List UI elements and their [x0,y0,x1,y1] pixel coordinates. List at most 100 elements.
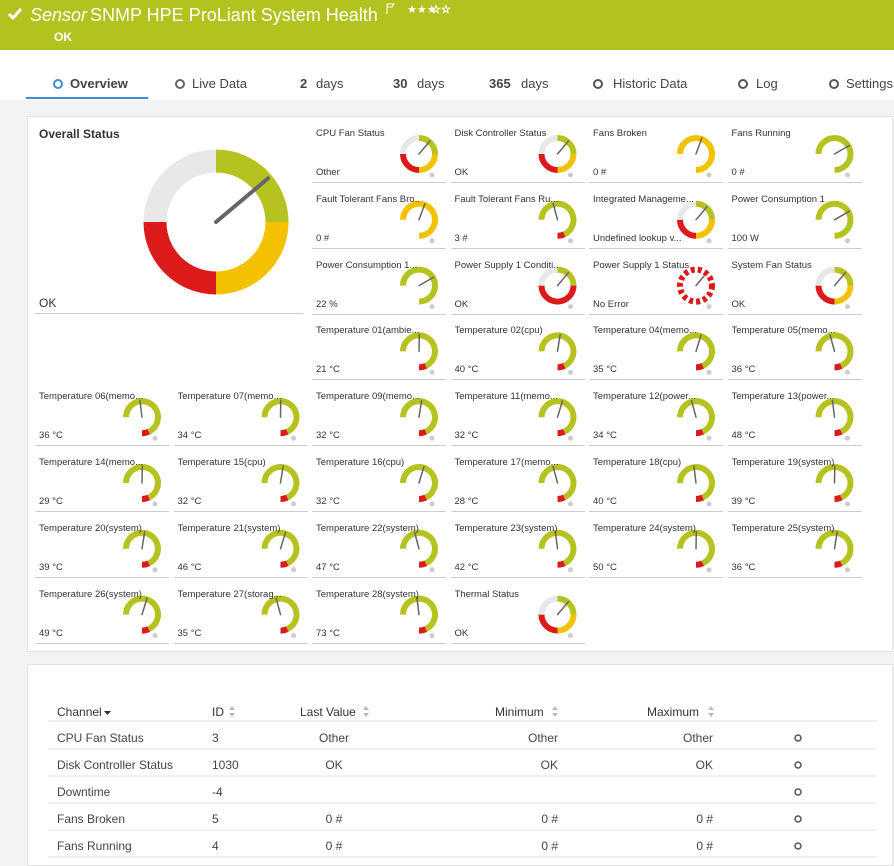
gauge-value: 32 °C [455,430,479,441]
table-header[interactable]: Minimum [495,705,544,719]
gauge-value: Other [316,167,340,178]
gauge-value: 39 °C [732,496,756,507]
gauge-arc [142,498,149,499]
table-cell: 4 [212,839,219,853]
gauge-settings-icon [707,304,712,309]
tab-label[interactable]: Overview [70,76,128,91]
gauge-settings-icon [707,436,712,441]
table-cell: Other [284,731,384,745]
gauge-label: CPU Fan Status [316,128,385,139]
gauge-divider [728,379,862,380]
gauge-label: Temperature 06(memo... [39,391,143,402]
gauge-arc [558,498,565,499]
gauge-settings-icon [568,567,573,572]
gauge-settings-icon [568,633,573,638]
gauge-arc [558,286,574,302]
table-header[interactable]: Maximum [647,705,699,719]
gauge-settings-icon [291,436,296,441]
gauge-arc [696,432,703,433]
gauge-divider [451,511,585,512]
gauge-value: Undefined lookup v... [593,233,682,244]
gauge-settings-icon [707,370,712,375]
gauge-needle [558,602,569,615]
tab-label[interactable]: Log [756,76,778,91]
gauge-divider [589,379,723,380]
gauge-label: Power Supply 1 Conditi... [455,260,559,271]
gauge-settings-icon [707,567,712,572]
gauge-arc [281,563,288,564]
gauge-needle [696,207,707,220]
gauge-label: Temperature 19(system) [732,457,835,468]
gauge-value: 49 °C [39,628,63,639]
table-header[interactable]: Channel [57,705,102,719]
gauge-label: Temperature 12(power... [593,391,696,402]
gauge [126,466,158,499]
gauge-divider [35,577,169,578]
tab-label[interactable]: days [316,76,343,91]
tab-label[interactable]: Settings [846,76,893,91]
gauge-label: Power Consumption 1 [732,194,825,205]
gauge-arc [558,234,565,235]
gauge [819,270,851,302]
table-cell: 0 # [458,839,558,853]
gauge-arc [835,563,842,564]
table-header[interactable]: ID [212,705,224,719]
gauge-label: Temperature 22(system) [316,523,419,534]
gauge-settings-icon [707,173,712,178]
gauge-value: 32 °C [316,430,340,441]
gauge-arc [542,270,558,286]
gauge-settings-icon [568,173,573,178]
gauge-divider [174,511,308,512]
tab-label[interactable]: Historic Data [613,76,687,91]
gauge-settings-icon [153,633,158,638]
tab-number[interactable]: 30 [393,76,407,91]
gauge [542,203,574,235]
gauge [819,138,851,170]
gauge-divider [312,511,446,512]
gauge-settings-icon [153,436,158,441]
gauge-value: 34 °C [178,430,202,441]
gauge-arc [696,220,712,236]
gauge-needle [558,141,569,154]
gauge-divider [728,314,862,315]
gauge-arc [558,615,574,631]
table-cell: Fans Broken [57,812,125,826]
gauge [819,532,851,565]
gauge-divider [451,182,585,183]
gauge-arc [403,154,419,170]
gauge-divider [589,248,723,249]
gauge [542,467,574,499]
tab-number[interactable]: 2 [300,76,307,91]
gauge-value: 40 °C [455,364,479,375]
gauge-arc [155,161,216,222]
gauge-value: 22 % [316,299,338,310]
gauge-settings-icon [845,502,850,507]
gauge-divider [589,314,723,315]
gauge [403,467,435,499]
table-cell: OK [458,758,558,772]
tab-label[interactable]: days [521,76,548,91]
gauge-needle [216,178,268,222]
table-cell: 0 # [284,839,384,853]
table-cell: 5 [212,812,219,826]
table-cell: 0 # [613,812,713,826]
gauge [265,466,297,499]
gauge-label: Fault Tolerant Fans Bro... [316,194,420,205]
gauge-label: Fans Broken [593,128,647,139]
gauge-label: Temperature 21(system) [178,523,281,534]
gauge-settings-icon [430,436,435,441]
tab-number[interactable]: 365 [489,76,511,91]
gauge-needle [558,273,569,286]
tab-icon [54,80,62,88]
gauge-settings-icon [568,502,573,507]
gauge-divider [451,379,585,380]
gauge-settings-icon [291,633,296,638]
gauge-label: Temperature 24(system) [593,523,696,534]
gauge-value: 36 °C [732,364,756,375]
gauge-divider [728,577,862,578]
table-header[interactable]: Last Value [300,705,356,719]
tab-icon [830,80,838,88]
tab-label[interactable]: days [417,76,444,91]
tab-label[interactable]: Live Data [192,76,247,91]
gauge-divider [451,314,585,315]
